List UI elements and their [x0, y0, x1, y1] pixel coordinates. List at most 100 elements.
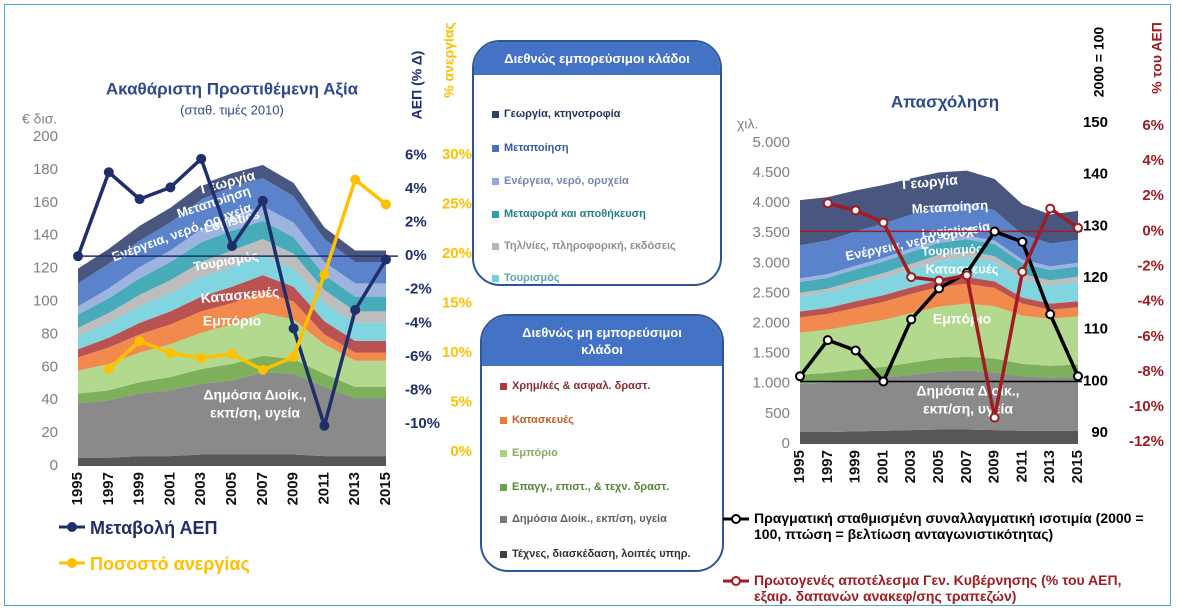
- line-point: [795, 371, 805, 382]
- line: [107, 177, 388, 372]
- line-point: [1073, 371, 1083, 382]
- area-layer: [800, 303, 1078, 375]
- area-label: Εμπόριο: [203, 313, 261, 329]
- line-point: [822, 335, 833, 346]
- line-point: [934, 283, 944, 294]
- line-point: [288, 351, 299, 362]
- area-layer: [800, 239, 1078, 293]
- area-layer: [78, 454, 386, 466]
- legend-swatch: [500, 449, 507, 457]
- legend-label: Γεωργία, κτηνοτροφία: [504, 108, 621, 120]
- x-tick-label: 1995: [69, 472, 86, 505]
- x-tick-label: 2005: [223, 472, 240, 505]
- y2-tick-label: 150: [1083, 114, 1108, 131]
- x-tick-label: 2015: [377, 472, 394, 505]
- y3-tick-label: 6%: [1142, 117, 1164, 134]
- x-tick-label: 2011: [315, 472, 332, 505]
- y2-tick-label: -2%: [405, 281, 432, 298]
- legend-item: Μεταποίηση: [492, 142, 569, 154]
- y2-axis-label: ΑΕΠ (% Δ): [409, 51, 425, 120]
- y-tick-label: 80: [41, 325, 58, 342]
- y-tick-label: 2.000: [752, 315, 790, 332]
- y-tick-label: 20: [41, 424, 58, 441]
- line-point: [227, 349, 237, 360]
- legend-item: Τηλ/νίες, πληροφορική, εκδόσεις: [492, 240, 676, 252]
- line-point: [934, 275, 944, 286]
- x-tick-label: 2005: [930, 450, 947, 483]
- y-tick-label: 1.000: [752, 375, 790, 392]
- x-tick-label: 2007: [958, 450, 975, 483]
- legend-item: Τουρισμός: [492, 272, 560, 284]
- y3-tick-label: 25%: [442, 195, 472, 212]
- x-tick-label: 2007: [254, 472, 271, 505]
- y-tick-label: 40: [41, 391, 58, 408]
- line-point: [103, 167, 114, 178]
- legend-label: Χρημ/κές & ασφαλ. δραστ.: [512, 380, 651, 392]
- y-tick-label: 4.500: [752, 164, 790, 181]
- frame: [4, 4, 1171, 606]
- x-tick-label: 1997: [100, 472, 117, 505]
- legend-group-title: Διεθνώς εμπορεύσιμοι κλάδοι: [474, 42, 720, 75]
- x-tick-label: 2013: [346, 472, 363, 505]
- y-tick-label: 0: [782, 435, 790, 452]
- area-layer: [800, 370, 1078, 432]
- legend-label: Πραγματική σταθμισμένη συναλλαγματική ισ…: [754, 510, 1144, 542]
- y-axis-label: € δισ.: [22, 111, 57, 127]
- y3-tick-label: -10%: [1129, 398, 1164, 415]
- legend-marker: [723, 576, 749, 586]
- y-tick-label: 200: [33, 128, 58, 145]
- line-point: [1017, 236, 1028, 247]
- area-layer: [78, 206, 386, 315]
- y3-tick-label: 15%: [442, 294, 472, 311]
- x-tick-label: 1995: [791, 450, 808, 483]
- y3-tick-label: 30%: [442, 146, 472, 163]
- y2-tick-label: -8%: [405, 381, 432, 398]
- legend-dot: [731, 576, 741, 586]
- legend-swatch: [500, 515, 507, 523]
- legend-swatch: [500, 382, 507, 390]
- line-point: [906, 314, 917, 325]
- y3-tick-label: -4%: [1137, 293, 1164, 310]
- legend-item: Γεωργία, κτηνοτροφία: [492, 108, 620, 120]
- legend-label: Μεταφορά και αποθήκευση: [504, 208, 646, 220]
- y3-axis-label: % του ΑΕΠ: [1149, 22, 1165, 94]
- line-point: [134, 194, 145, 205]
- area-layer: [78, 355, 386, 404]
- y2-tick-label: -6%: [405, 348, 432, 365]
- legend-dot: [67, 558, 77, 568]
- line-point: [381, 199, 391, 210]
- legend-entry: Πραγματική σταθμισμένη συναλλαγματική ισ…: [722, 510, 1162, 542]
- line-point: [381, 254, 391, 265]
- y-tick-label: 1.500: [752, 345, 790, 362]
- line-point: [73, 251, 83, 262]
- line-point: [1017, 266, 1028, 277]
- x-tick-label: 2001: [874, 450, 891, 483]
- line-point: [878, 217, 889, 228]
- area-label: Εμπόριο: [933, 311, 991, 327]
- y-tick-label: 140: [33, 227, 58, 244]
- line-point: [196, 352, 207, 363]
- y2-tick-label: 0%: [405, 247, 427, 264]
- y-tick-label: 4.000: [752, 194, 790, 211]
- line-point: [257, 364, 268, 375]
- y2-tick-label: -4%: [405, 314, 432, 331]
- line-point: [850, 205, 861, 216]
- y2-tick-label: 4%: [405, 180, 427, 197]
- legend-swatch: [500, 483, 507, 491]
- legend-label: Δημόσια Διοίκ., εκπ/ση, υγεία: [512, 513, 667, 525]
- chart-title: Απασχόληση: [891, 92, 999, 111]
- legend-label: Τέχνες, διασκέδαση, λοιπές υπηρ.: [512, 548, 691, 560]
- legend-item: Χρημ/κές & ασφαλ. δραστ.: [500, 380, 650, 392]
- area-layer: [78, 255, 386, 350]
- x-tick-label: 2009: [285, 472, 302, 505]
- y3-tick-label: 0%: [450, 443, 472, 460]
- legend-label: Μεταβολή ΑΕΠ: [90, 518, 218, 538]
- y2-tick-label: 90: [1091, 424, 1108, 441]
- area-label: εκπ/ση, υγεία: [923, 401, 1013, 417]
- y-tick-label: 500: [765, 405, 790, 422]
- area-layer: [800, 356, 1078, 384]
- legend-group-title: Διεθνώς μη εμπορεύσιμοι κλάδοι: [482, 316, 722, 366]
